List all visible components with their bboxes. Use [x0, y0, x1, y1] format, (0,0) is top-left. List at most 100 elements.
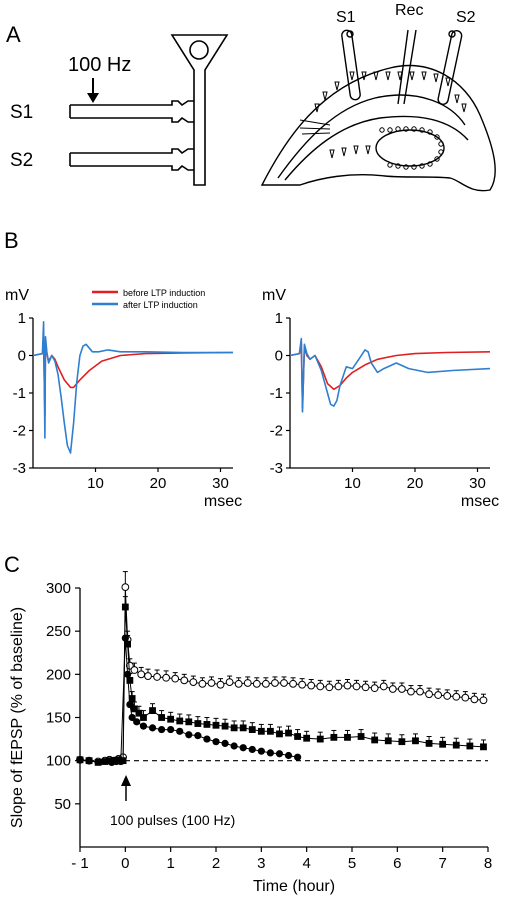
x-tick-label: 20 — [407, 475, 424, 492]
data-point-filled-square — [212, 721, 220, 729]
x-tick-label: 20 — [150, 475, 167, 492]
data-point-filled-square — [185, 718, 193, 726]
x-tick-label: - 1 — [71, 855, 89, 872]
data-point-filled-circle — [167, 725, 175, 734]
data-point-filled-square — [221, 722, 229, 730]
data-point-filled-square — [316, 735, 324, 743]
data-point-open-circle — [289, 679, 297, 688]
hippocampal-slice-diagram — [260, 29, 496, 192]
slice-s2-label: S2 — [456, 9, 476, 26]
data-point-filled-circle — [185, 731, 193, 739]
data-point-open-circle — [316, 682, 325, 691]
data-point-open-circle — [252, 679, 261, 688]
data-point-filled-circle — [194, 732, 202, 740]
data-point-open-circle — [153, 673, 161, 681]
x-tick-label: 10 — [344, 475, 361, 492]
data-point-filled-circle — [126, 700, 134, 709]
data-point-filled-circle — [257, 747, 265, 755]
data-point-filled-square — [330, 733, 338, 741]
stim-frequency-label: 100 Hz — [68, 54, 131, 76]
data-point-open-circle — [121, 583, 130, 592]
data-point-filled-circle — [203, 735, 211, 743]
x-tick-label: 0 — [121, 855, 129, 872]
data-point-open-circle — [198, 679, 207, 688]
y-tick-label: 100 — [46, 753, 71, 770]
x-tick-label: 2 — [212, 855, 220, 872]
series-connector — [79, 606, 484, 763]
data-point-filled-circle — [284, 751, 293, 760]
data-point-filled-square — [230, 724, 238, 732]
y-axis-label: Slope of fEPSP (% of baseline) — [9, 607, 26, 828]
stim-arrow — [87, 78, 99, 103]
data-point-filled-square — [194, 720, 202, 727]
data-point-filled-square — [398, 738, 406, 746]
data-point-filled-square — [466, 742, 474, 750]
data-point-filled-square — [85, 757, 93, 765]
induction-arrow — [121, 775, 131, 801]
trace-line — [289, 337, 491, 413]
x-axis-label: Time (hour) — [253, 878, 335, 895]
data-point-filled-circle — [176, 727, 184, 735]
chart-c: 50 100 150 200 250 300 - 1 0 1 2 3 4 5 6 7 8 Time (hour)… — [9, 571, 492, 895]
data-point-filled-square — [203, 721, 211, 728]
y-tick-label: -1 — [270, 385, 283, 402]
data-point-open-circle — [343, 681, 352, 690]
series-connector — [111, 638, 298, 763]
data-point-filled-circle — [124, 670, 132, 678]
data-point-open-circle — [189, 678, 198, 687]
x-tick-label: 6 — [393, 855, 401, 872]
data-point-open-circle — [425, 690, 433, 699]
panel-b-letter: B — [4, 228, 19, 253]
x-tick-label: 4 — [302, 855, 310, 872]
data-point-open-circle — [325, 683, 334, 692]
data-point-filled-square — [357, 733, 365, 740]
data-point-open-circle — [243, 679, 252, 687]
panel-a: A 100 Hz S1 S2 — [6, 2, 496, 192]
data-point-filled-circle — [121, 634, 129, 642]
data-point-filled-circle — [294, 753, 302, 761]
data-point-open-circle — [461, 693, 470, 702]
y-tick-label: 0 — [18, 348, 26, 365]
data-point-filled-circle — [248, 745, 256, 754]
rec-label: Rec — [395, 2, 423, 19]
data-point-open-circle — [352, 682, 361, 691]
data-point-open-circle — [470, 695, 479, 704]
data-point-open-circle — [443, 692, 452, 700]
data-point-open-circle — [416, 687, 424, 696]
x-axis-label: msec — [461, 493, 499, 510]
data-point-filled-square — [128, 695, 136, 702]
data-point-open-circle — [144, 672, 152, 680]
data-point-open-circle — [361, 683, 370, 692]
data-point-open-circle — [434, 691, 443, 699]
x-axis-label: msec — [204, 493, 242, 510]
data-point-filled-square — [303, 734, 311, 742]
x-tick-label: 5 — [348, 855, 356, 872]
data-point-open-circle — [298, 680, 307, 689]
panel-a-letter: A — [6, 22, 21, 47]
panel-c-letter: C — [4, 552, 20, 577]
data-point-open-circle — [271, 679, 279, 687]
data-point-open-circle — [225, 678, 234, 687]
x-tick-label: 1 — [166, 855, 174, 872]
data-point-filled-circle — [117, 757, 125, 766]
data-point-filled-square — [239, 724, 247, 732]
data-point-open-circle — [261, 679, 270, 688]
data-point-filled-square — [149, 707, 156, 714]
y-axis-label: mV — [262, 287, 286, 304]
data-point-filled-circle — [212, 738, 220, 746]
y-tick-label: -3 — [13, 460, 26, 477]
data-point-filled-circle — [128, 713, 136, 722]
data-point-open-circle — [397, 685, 406, 693]
data-point-filled-circle — [239, 744, 247, 752]
trace-line — [32, 320, 233, 454]
data-point-filled-square — [276, 730, 283, 738]
data-point-filled-circle — [275, 750, 284, 758]
data-point-open-circle — [370, 684, 379, 693]
y-tick-label: 300 — [46, 580, 71, 597]
legend: before LTP induction after LTP induction — [92, 288, 205, 310]
y-tick-label: -3 — [270, 460, 283, 477]
y-tick-label: 150 — [46, 710, 71, 727]
perfusion-chamber-diagram — [69, 34, 229, 186]
s2-electrode — [437, 29, 463, 105]
